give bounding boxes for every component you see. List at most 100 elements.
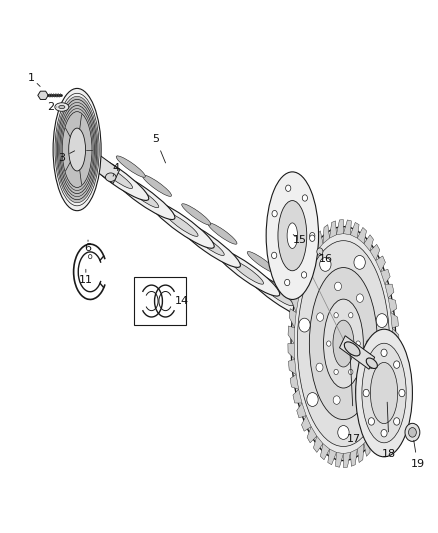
Ellipse shape — [287, 223, 297, 248]
Polygon shape — [391, 313, 399, 328]
Circle shape — [335, 282, 342, 290]
Ellipse shape — [324, 299, 364, 388]
Text: 3: 3 — [58, 152, 65, 163]
Ellipse shape — [339, 319, 368, 340]
Ellipse shape — [84, 153, 149, 200]
Text: 18: 18 — [382, 449, 396, 458]
Circle shape — [355, 386, 362, 395]
Ellipse shape — [69, 128, 85, 171]
Polygon shape — [293, 389, 302, 403]
Ellipse shape — [176, 220, 240, 268]
Ellipse shape — [177, 220, 213, 248]
Polygon shape — [364, 436, 370, 456]
Ellipse shape — [182, 204, 211, 225]
Ellipse shape — [100, 165, 133, 189]
Ellipse shape — [59, 102, 95, 197]
Circle shape — [368, 418, 374, 425]
Ellipse shape — [244, 270, 309, 318]
Ellipse shape — [307, 316, 371, 363]
Polygon shape — [323, 224, 329, 244]
Ellipse shape — [215, 248, 280, 296]
Polygon shape — [301, 416, 311, 431]
Ellipse shape — [59, 106, 65, 109]
Ellipse shape — [116, 156, 145, 177]
Ellipse shape — [266, 172, 318, 300]
Polygon shape — [299, 262, 306, 284]
Polygon shape — [392, 328, 399, 344]
Circle shape — [369, 393, 380, 407]
Polygon shape — [391, 359, 398, 378]
Circle shape — [88, 254, 92, 259]
Circle shape — [285, 279, 290, 286]
Circle shape — [394, 418, 400, 425]
Polygon shape — [295, 277, 302, 298]
Circle shape — [394, 361, 400, 368]
Ellipse shape — [208, 223, 237, 244]
Circle shape — [357, 294, 364, 302]
Ellipse shape — [275, 292, 311, 320]
Ellipse shape — [307, 316, 344, 344]
Polygon shape — [339, 336, 374, 369]
Circle shape — [349, 312, 353, 318]
Polygon shape — [385, 284, 394, 298]
Text: 5: 5 — [152, 134, 159, 144]
Circle shape — [272, 211, 277, 217]
Ellipse shape — [242, 268, 279, 296]
Polygon shape — [357, 443, 364, 463]
Ellipse shape — [313, 300, 342, 321]
Ellipse shape — [192, 232, 224, 255]
Polygon shape — [381, 403, 388, 425]
Polygon shape — [288, 344, 295, 359]
Polygon shape — [291, 292, 299, 313]
Ellipse shape — [356, 329, 413, 457]
Text: 19: 19 — [410, 459, 425, 469]
Polygon shape — [370, 244, 380, 261]
Ellipse shape — [366, 358, 378, 368]
Polygon shape — [38, 91, 48, 100]
Circle shape — [381, 349, 387, 357]
Circle shape — [310, 232, 315, 239]
Polygon shape — [314, 436, 323, 453]
Polygon shape — [336, 453, 343, 467]
Text: 15: 15 — [293, 235, 307, 245]
Polygon shape — [320, 443, 329, 460]
Polygon shape — [310, 239, 317, 261]
Ellipse shape — [281, 296, 345, 344]
Ellipse shape — [82, 150, 98, 165]
Circle shape — [307, 393, 318, 407]
Ellipse shape — [297, 308, 329, 332]
Ellipse shape — [64, 137, 77, 149]
Polygon shape — [317, 231, 323, 251]
Polygon shape — [289, 359, 296, 375]
Polygon shape — [343, 220, 351, 235]
Text: 14: 14 — [175, 296, 189, 306]
Ellipse shape — [371, 362, 398, 424]
Ellipse shape — [110, 172, 175, 220]
Ellipse shape — [344, 342, 360, 356]
Polygon shape — [370, 427, 377, 448]
Polygon shape — [381, 269, 390, 284]
Text: 17: 17 — [347, 434, 361, 445]
Ellipse shape — [309, 268, 378, 419]
Polygon shape — [388, 298, 397, 313]
Circle shape — [333, 396, 340, 405]
Polygon shape — [329, 221, 336, 238]
Ellipse shape — [55, 103, 69, 111]
Ellipse shape — [209, 244, 246, 272]
Circle shape — [366, 342, 373, 351]
Circle shape — [405, 423, 420, 441]
Ellipse shape — [278, 200, 307, 271]
Polygon shape — [307, 427, 317, 443]
Polygon shape — [388, 375, 396, 395]
Ellipse shape — [247, 252, 276, 273]
Ellipse shape — [231, 261, 264, 284]
Circle shape — [299, 318, 310, 332]
Ellipse shape — [261, 282, 293, 306]
Ellipse shape — [61, 109, 93, 190]
Ellipse shape — [277, 273, 306, 294]
Circle shape — [399, 389, 405, 397]
Polygon shape — [336, 220, 343, 235]
Circle shape — [376, 313, 388, 327]
Polygon shape — [289, 309, 296, 328]
Circle shape — [317, 313, 324, 321]
